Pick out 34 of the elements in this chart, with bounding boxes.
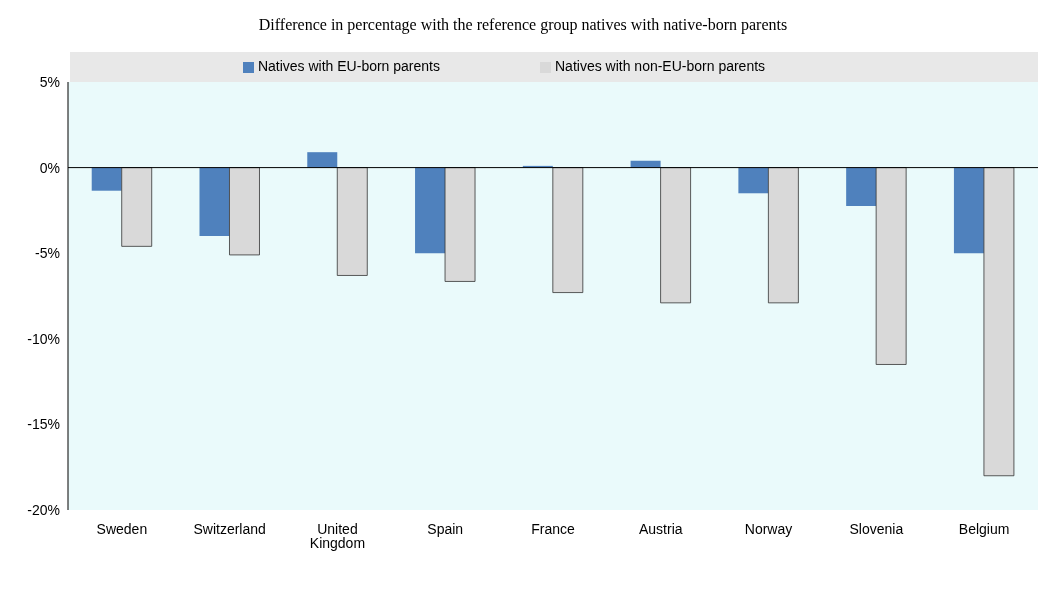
bar [846,167,877,207]
bar [307,152,338,168]
y-tick-label: 5% [39,73,60,90]
bar [91,167,122,191]
bar [336,167,368,276]
y-tick-label: -20% [27,501,60,518]
x-tick-label: Switzerland [193,520,266,537]
x-tick-label: Norway [744,520,793,537]
legend-label: Natives with non-EU-born parents [554,58,766,74]
y-tick-label: -10% [27,330,60,347]
x-tick-label: Spain [427,520,464,537]
x-tick-label: Sweden [96,520,148,537]
x-tick-label: United Kingdom [309,520,366,551]
bar [415,167,446,254]
legend-label: Natives with EU-born parents [257,58,440,74]
bar [444,167,476,282]
bar [875,167,907,365]
bar [983,167,1015,477]
bar [767,167,799,304]
x-tick-label: France [531,520,575,537]
bar [738,167,769,194]
y-tick-label: -15% [27,416,60,433]
bar [660,167,691,304]
bar [953,167,984,254]
bar [229,167,260,256]
bar [552,167,584,293]
x-tick-label: Austria [638,520,683,537]
x-tick-label: Belgium [958,520,1010,537]
x-tick-label: Slovenia [849,520,904,537]
bar [199,167,230,237]
chart-title: Difference in percentage with the reference group natives with native-born parents [257,16,789,36]
y-tick-label: 0% [39,159,60,176]
y-tick-label: -5% [35,245,60,262]
bar [121,167,153,247]
